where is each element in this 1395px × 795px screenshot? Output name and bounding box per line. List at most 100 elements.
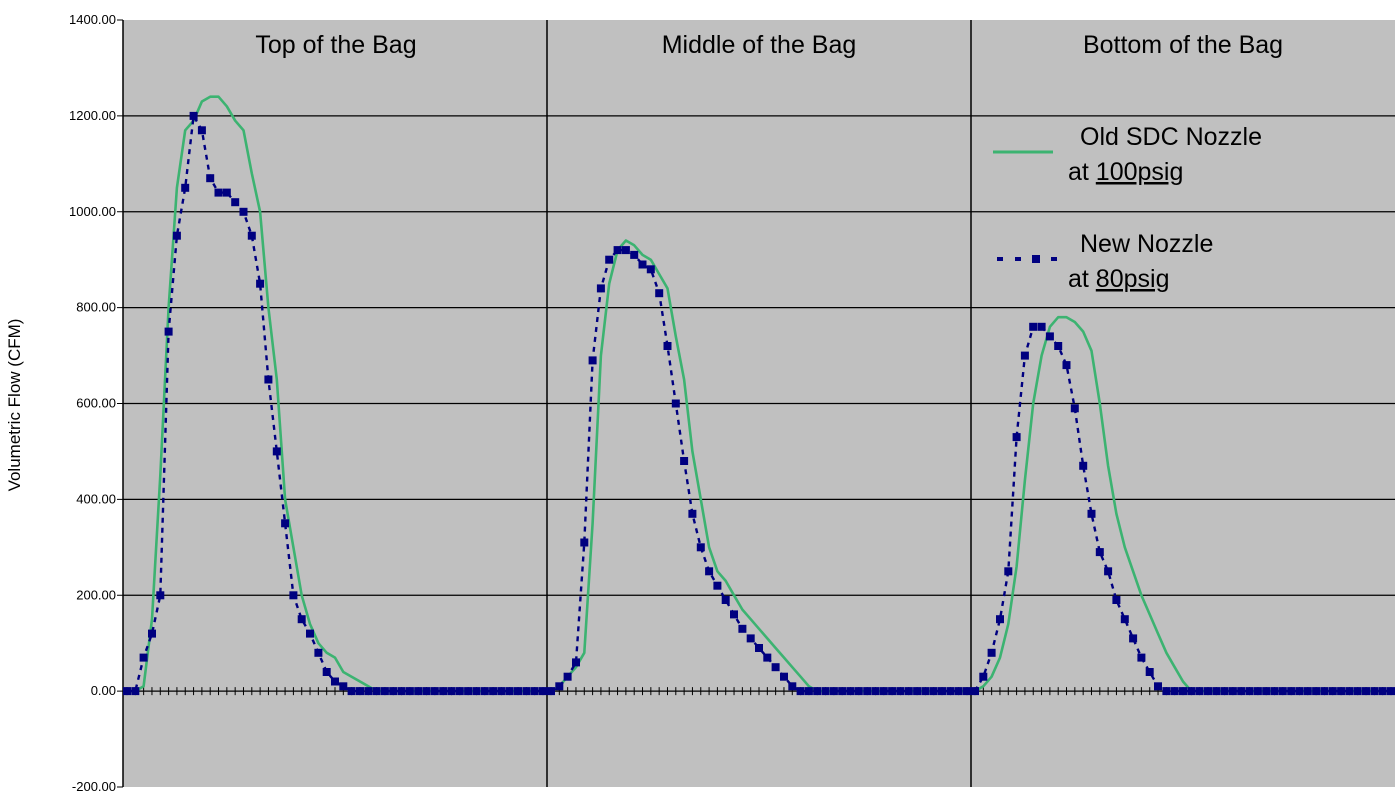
data-point-new-nozzle bbox=[705, 567, 714, 576]
legend-new-swatch bbox=[997, 255, 1057, 263]
data-point-new-nozzle bbox=[1245, 687, 1254, 696]
data-point-new-nozzle bbox=[1320, 687, 1329, 696]
data-point-new-nozzle bbox=[439, 687, 448, 696]
data-point-new-nozzle bbox=[763, 653, 772, 662]
data-point-new-nozzle bbox=[322, 668, 331, 676]
panel-title-middle: Middle of the Bag bbox=[662, 31, 857, 59]
data-point-new-nozzle bbox=[414, 687, 423, 696]
data-point-new-nozzle bbox=[796, 687, 805, 696]
y-axis-ticks: 1400.00 1200.00 1000.00 800.00 600.00 400.00 2… bbox=[69, 12, 123, 794]
data-point-new-nozzle bbox=[422, 687, 431, 696]
data-point-new-nozzle bbox=[621, 246, 630, 255]
legend-new-dash bbox=[1015, 257, 1021, 261]
data-point-new-nozzle bbox=[938, 687, 946, 696]
data-point-new-nozzle bbox=[356, 687, 364, 696]
y-tick-label: 200.00 bbox=[76, 587, 116, 602]
data-point-new-nozzle bbox=[1278, 687, 1287, 696]
data-point-new-nozzle bbox=[1220, 687, 1229, 696]
data-point-new-nozzle bbox=[430, 687, 439, 696]
data-point-new-nozzle bbox=[1154, 682, 1162, 691]
data-point-new-nozzle bbox=[971, 687, 979, 696]
data-point-new-nozzle bbox=[306, 629, 314, 638]
legend-old-label-line2: at 100psig bbox=[1068, 158, 1183, 186]
data-point-new-nozzle bbox=[613, 246, 622, 255]
legend-new-dash bbox=[997, 257, 1003, 261]
data-point-new-nozzle bbox=[954, 687, 963, 696]
data-point-new-nozzle bbox=[1079, 461, 1088, 470]
data-point-new-nozzle bbox=[281, 519, 290, 528]
data-point-new-nozzle bbox=[1262, 687, 1271, 696]
data-point-new-nozzle bbox=[1270, 687, 1279, 696]
data-point-new-nozzle bbox=[539, 687, 547, 696]
data-point-new-nozzle bbox=[580, 538, 589, 547]
data-point-new-nozzle bbox=[514, 687, 522, 696]
data-point-new-nozzle bbox=[1337, 687, 1346, 696]
data-point-new-nozzle bbox=[264, 375, 273, 384]
data-point-new-nozzle bbox=[530, 687, 539, 696]
data-point-new-nozzle bbox=[464, 687, 473, 696]
data-point-new-nozzle bbox=[1170, 687, 1179, 696]
data-point-new-nozzle bbox=[896, 687, 905, 696]
data-point-new-nozzle bbox=[829, 687, 838, 696]
data-point-new-nozzle bbox=[921, 687, 930, 696]
panel-title-bottom: Bottom of the Bag bbox=[1083, 31, 1283, 59]
data-point-new-nozzle bbox=[804, 687, 813, 696]
data-point-new-nozzle bbox=[397, 687, 406, 696]
data-point-new-nozzle bbox=[638, 260, 647, 269]
data-point-new-nozzle bbox=[297, 615, 306, 624]
data-point-new-nozzle bbox=[946, 687, 955, 696]
data-point-new-nozzle bbox=[1370, 687, 1379, 696]
data-point-new-nozzle bbox=[572, 658, 580, 667]
data-point-new-nozzle bbox=[838, 687, 847, 696]
data-point-new-nozzle bbox=[963, 687, 971, 696]
data-point-new-nozzle bbox=[663, 342, 672, 350]
data-point-new-nozzle bbox=[1112, 596, 1121, 604]
data-point-new-nozzle bbox=[979, 672, 988, 681]
data-point-new-nozzle bbox=[131, 687, 140, 696]
data-point-new-nozzle bbox=[788, 682, 797, 691]
data-point-new-nozzle bbox=[813, 687, 822, 696]
data-point-new-nozzle bbox=[821, 687, 830, 696]
legend-new-dash bbox=[1051, 257, 1057, 261]
data-point-new-nozzle bbox=[472, 687, 481, 696]
data-point-new-nozzle bbox=[738, 624, 747, 633]
legend-old-pressure: 100psig bbox=[1096, 158, 1184, 186]
data-point-new-nozzle bbox=[630, 250, 639, 259]
data-point-new-nozzle bbox=[247, 231, 256, 240]
data-point-new-nozzle bbox=[1120, 615, 1129, 624]
data-point-new-nozzle bbox=[239, 207, 248, 216]
data-point-new-nozzle bbox=[1353, 687, 1362, 696]
data-point-new-nozzle bbox=[189, 111, 198, 120]
data-point-new-nozzle bbox=[879, 687, 888, 696]
data-point-new-nozzle bbox=[1029, 322, 1038, 331]
legend-new-pressure: 80psig bbox=[1096, 265, 1170, 293]
data-point-new-nozzle bbox=[455, 687, 464, 696]
data-point-new-nozzle bbox=[1179, 687, 1187, 696]
data-point-new-nozzle bbox=[139, 653, 148, 662]
data-point-new-nozzle bbox=[1295, 687, 1304, 696]
data-point-new-nozzle bbox=[596, 284, 605, 293]
legend-new-prefix: at bbox=[1068, 265, 1096, 293]
data-point-new-nozzle bbox=[1195, 687, 1204, 696]
data-point-new-nozzle bbox=[123, 687, 131, 696]
y-tick-label: 800.00 bbox=[76, 300, 116, 315]
data-point-new-nozzle bbox=[1237, 687, 1246, 696]
panel-title-top: Top of the Bag bbox=[255, 31, 416, 59]
data-point-new-nozzle bbox=[181, 183, 190, 192]
data-point-new-nozzle bbox=[1362, 687, 1370, 696]
data-point-new-nozzle bbox=[780, 672, 788, 681]
data-point-new-nozzle bbox=[680, 457, 689, 465]
legend-new-dash bbox=[1032, 255, 1040, 263]
data-point-new-nozzle bbox=[1020, 351, 1029, 360]
data-point-new-nozzle bbox=[1328, 687, 1337, 696]
data-point-new-nozzle bbox=[364, 687, 373, 696]
data-point-new-nozzle bbox=[372, 687, 381, 696]
data-point-new-nozzle bbox=[1378, 687, 1387, 696]
data-point-new-nozzle bbox=[1037, 322, 1046, 331]
data-point-new-nozzle bbox=[339, 682, 348, 691]
data-point-new-nozzle bbox=[505, 687, 514, 696]
data-point-new-nozzle bbox=[746, 634, 755, 643]
y-tick-label: 400.00 bbox=[76, 491, 116, 506]
data-point-new-nozzle bbox=[1045, 332, 1054, 341]
data-point-new-nozzle bbox=[713, 581, 722, 590]
